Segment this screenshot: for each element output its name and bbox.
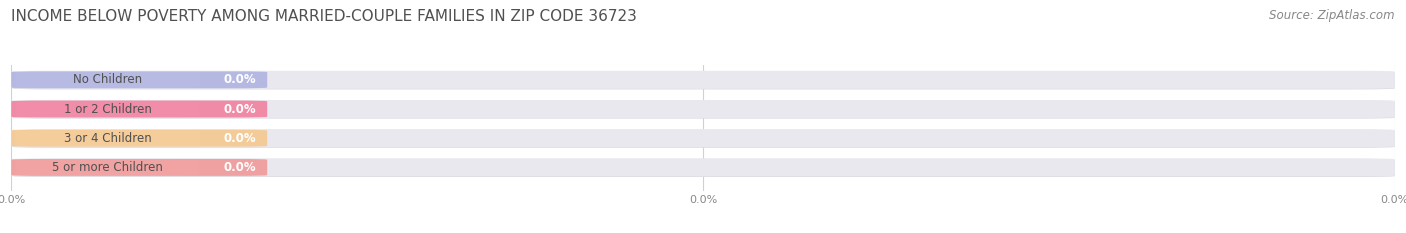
FancyBboxPatch shape bbox=[15, 101, 200, 117]
FancyBboxPatch shape bbox=[11, 159, 267, 176]
FancyBboxPatch shape bbox=[11, 71, 267, 88]
FancyBboxPatch shape bbox=[11, 100, 1395, 118]
Text: No Children: No Children bbox=[73, 73, 142, 86]
FancyBboxPatch shape bbox=[13, 71, 1395, 89]
Text: 0.0%: 0.0% bbox=[224, 132, 256, 145]
FancyBboxPatch shape bbox=[13, 159, 1395, 177]
Text: 1 or 2 Children: 1 or 2 Children bbox=[63, 103, 152, 116]
Text: 3 or 4 Children: 3 or 4 Children bbox=[63, 132, 152, 145]
Text: 5 or more Children: 5 or more Children bbox=[52, 161, 163, 174]
FancyBboxPatch shape bbox=[15, 72, 200, 88]
FancyBboxPatch shape bbox=[11, 158, 1395, 176]
Text: 0.0%: 0.0% bbox=[224, 103, 256, 116]
FancyBboxPatch shape bbox=[15, 130, 200, 146]
Text: 0.0%: 0.0% bbox=[224, 73, 256, 86]
FancyBboxPatch shape bbox=[11, 129, 1395, 147]
FancyBboxPatch shape bbox=[13, 130, 1395, 148]
Text: 0.0%: 0.0% bbox=[224, 161, 256, 174]
Text: Source: ZipAtlas.com: Source: ZipAtlas.com bbox=[1270, 9, 1395, 22]
FancyBboxPatch shape bbox=[11, 130, 267, 147]
FancyBboxPatch shape bbox=[11, 101, 267, 117]
FancyBboxPatch shape bbox=[11, 71, 1395, 89]
FancyBboxPatch shape bbox=[15, 160, 200, 175]
Text: INCOME BELOW POVERTY AMONG MARRIED-COUPLE FAMILIES IN ZIP CODE 36723: INCOME BELOW POVERTY AMONG MARRIED-COUPL… bbox=[11, 9, 637, 24]
FancyBboxPatch shape bbox=[13, 100, 1395, 119]
